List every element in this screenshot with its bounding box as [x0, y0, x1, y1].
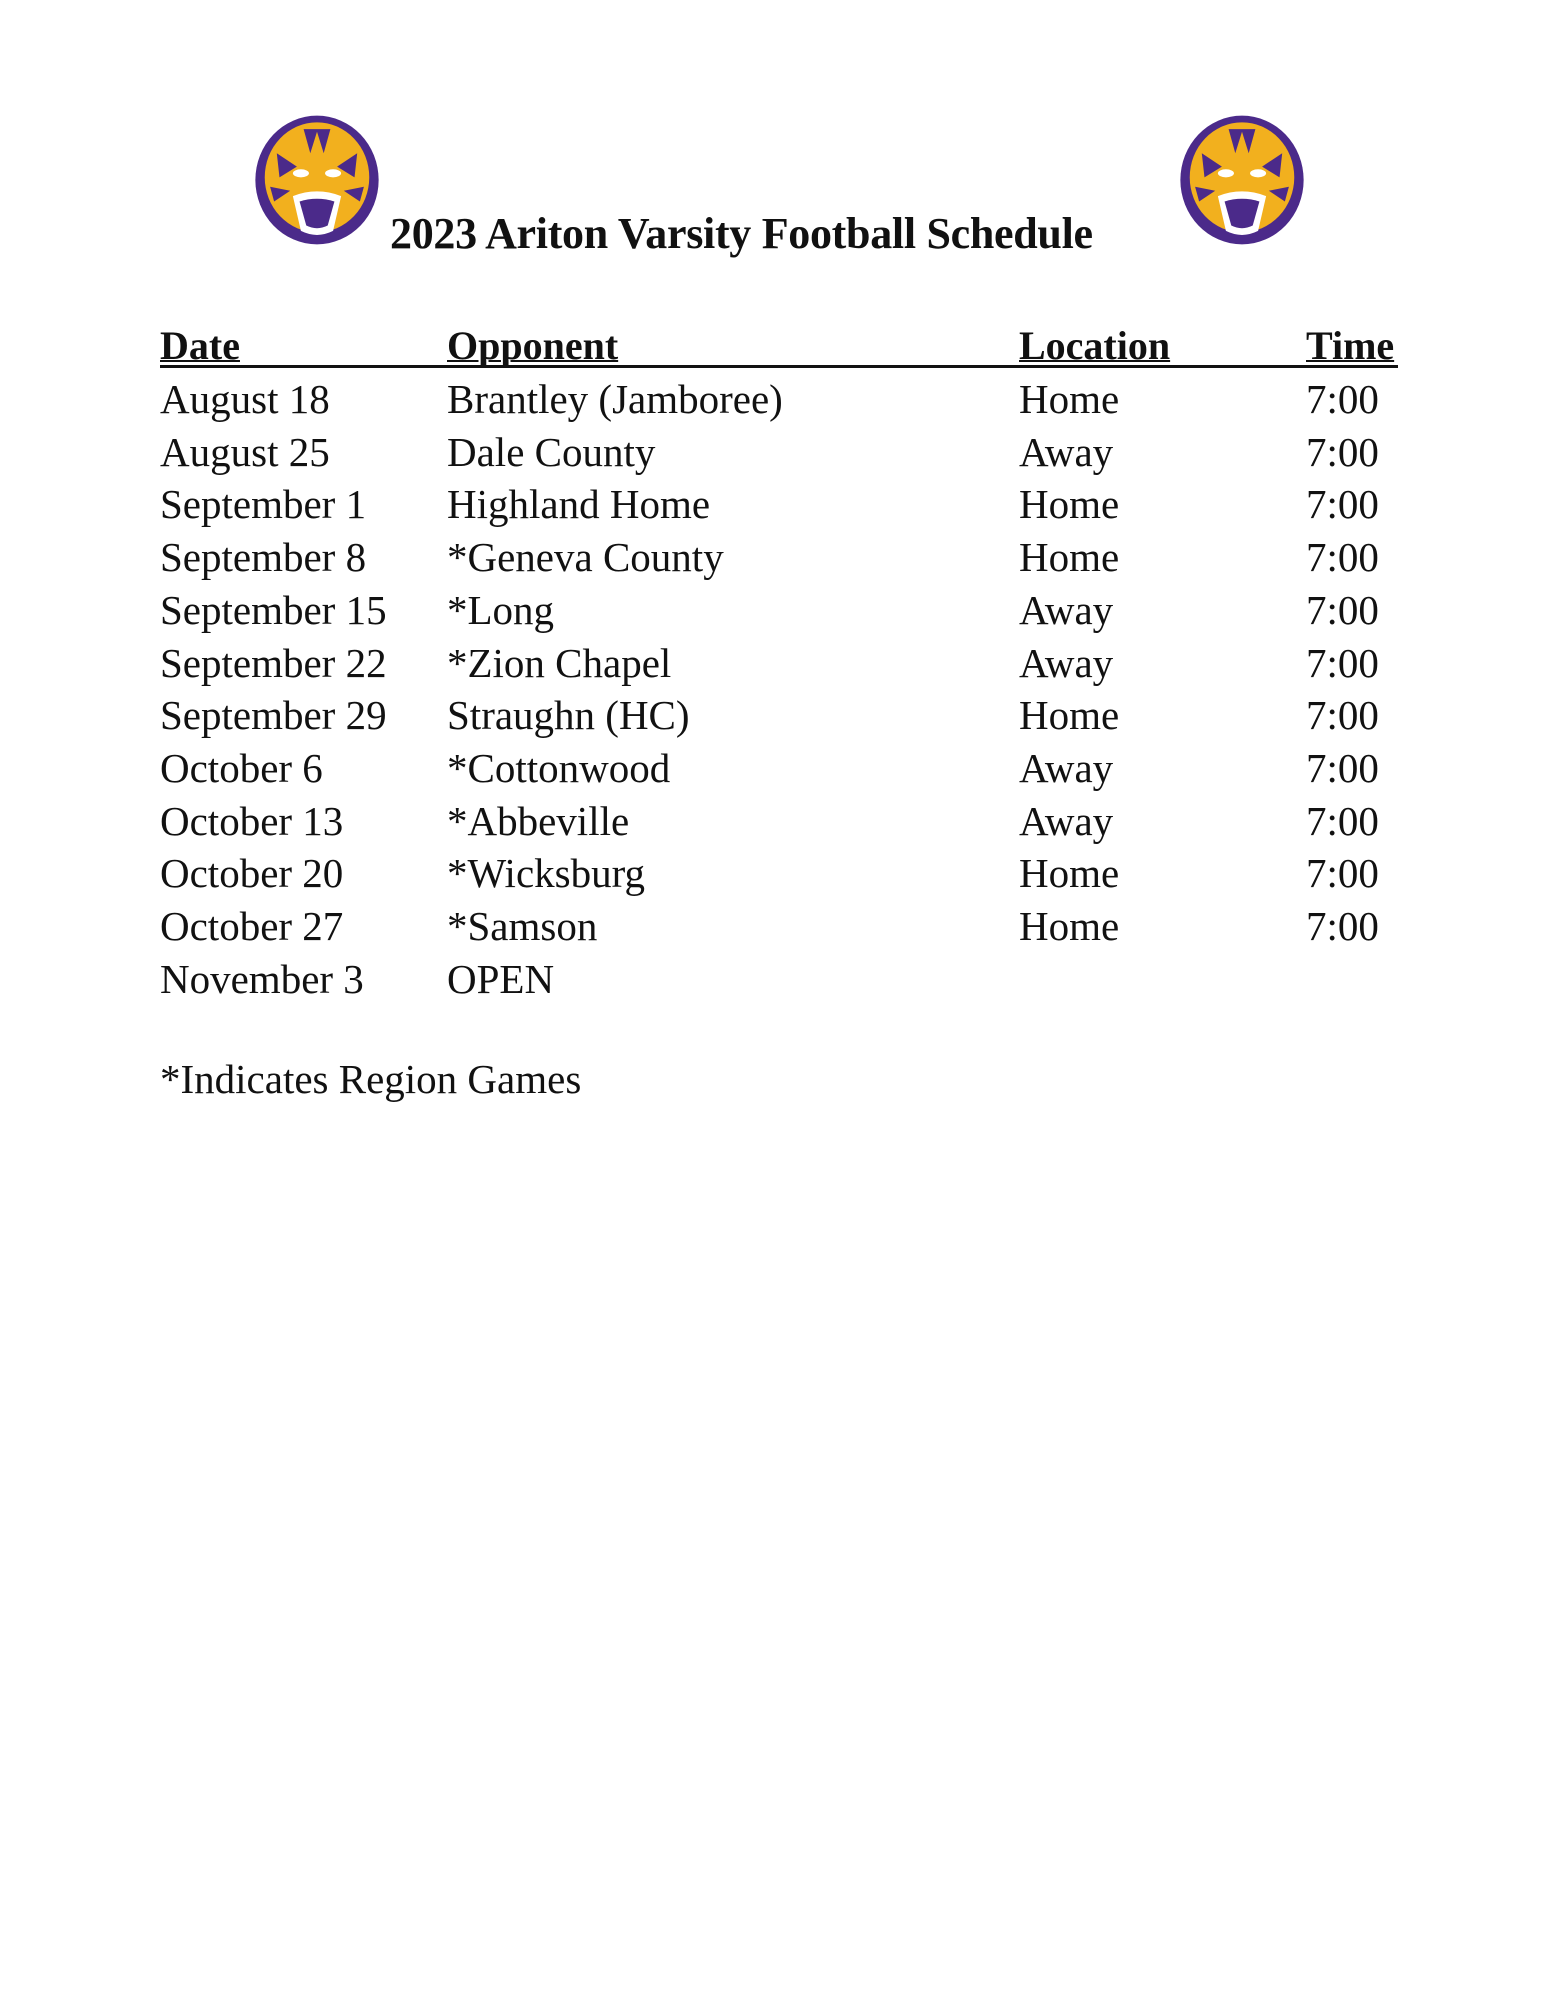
cell-time: 7:00: [1306, 850, 1379, 897]
cell-location: Home: [1019, 850, 1120, 897]
cell-location: Away: [1019, 744, 1114, 791]
cell-date: September 1: [160, 481, 367, 528]
cell-date: September 15: [160, 586, 387, 633]
tiger-logo-left: [255, 115, 379, 245]
cell-time: 7:00: [1306, 903, 1379, 949]
cell-opponent: *Long: [447, 586, 555, 633]
cell-time: 7:00: [1306, 744, 1379, 791]
cell-opponent: OPEN: [447, 955, 555, 1002]
table-row: October 20 *Wicksburg Home 7:00: [0, 849, 1556, 901]
cell-location: Away: [1019, 797, 1114, 844]
table-row: September 1 Highland Home Home 7:00: [0, 480, 1556, 532]
header-location: Location: [1019, 323, 1171, 368]
cell-opponent: *Cottonwood: [447, 744, 671, 791]
cell-date: October 27: [160, 903, 344, 949]
cell-time: 7:00: [1306, 797, 1379, 844]
cell-opponent: *Samson: [447, 903, 598, 949]
cell-location: Home: [1019, 534, 1120, 581]
table-row: September 8 *Geneva County Home 7:00: [0, 533, 1556, 585]
cell-location: Away: [1019, 586, 1114, 633]
cell-date: September 8: [160, 534, 367, 581]
cell-date: September 29: [160, 692, 387, 739]
cell-opponent: Dale County: [447, 428, 656, 475]
table-row: September 22 *Zion Chapel Away 7:00: [0, 639, 1556, 691]
cell-opponent: *Zion Chapel: [447, 639, 672, 686]
cell-time: 7:00: [1306, 586, 1379, 633]
cell-date: November 3: [160, 955, 364, 1002]
table-row: September 15 *Long Away 7:00: [0, 586, 1556, 638]
table-row: November 3 OPEN: [0, 955, 1556, 1007]
cell-time: 7:00: [1306, 428, 1379, 475]
document-title: 2023 Ariton Varsity Football Schedule: [390, 209, 1093, 258]
cell-opponent: Brantley (Jamboree): [447, 376, 783, 422]
cell-date: October 20: [160, 850, 344, 897]
header-rule: [160, 365, 1398, 368]
cell-time: 7:00: [1306, 534, 1379, 581]
cell-opponent: Straughn (HC): [447, 692, 690, 739]
cell-date: August 18: [160, 376, 330, 422]
cell-time: 7:00: [1306, 376, 1379, 422]
table-row: October 27 *Samson Home 7:00: [0, 902, 1556, 954]
cell-location: Home: [1019, 481, 1120, 528]
cell-opponent: *Abbeville: [447, 797, 630, 844]
cell-time: 7:00: [1306, 481, 1379, 528]
cell-location: Away: [1019, 428, 1114, 475]
cell-date: September 22: [160, 639, 387, 686]
cell-time: 7:00: [1306, 692, 1379, 739]
tiger-logo-right: [1180, 115, 1304, 245]
header-time: Time: [1306, 323, 1395, 368]
table-row: September 29 Straughn (HC) Home 7:00: [0, 691, 1556, 743]
cell-opponent: *Wicksburg: [447, 850, 646, 897]
cell-date: October 6: [160, 744, 323, 791]
cell-date: August 25: [160, 428, 330, 475]
cell-opponent: *Geneva County: [447, 534, 724, 581]
header-opponent: Opponent: [447, 323, 619, 368]
cell-location: Home: [1019, 692, 1120, 739]
cell-date: October 13: [160, 797, 344, 844]
table-row: August 18 Brantley (Jamboree) Home 7:00: [0, 375, 1556, 427]
cell-location: Home: [1019, 903, 1120, 949]
cell-time: 7:00: [1306, 639, 1379, 686]
footnote: *Indicates Region Games: [160, 1056, 582, 1102]
table-row: August 25 Dale County Away 7:00: [0, 428, 1556, 480]
table-row: October 13 *Abbeville Away 7:00: [0, 797, 1556, 849]
header-date: Date: [160, 323, 240, 368]
cell-location: Away: [1019, 639, 1114, 686]
cell-opponent: Highland Home: [447, 481, 711, 528]
table-row: October 6 *Cottonwood Away 7:00: [0, 744, 1556, 796]
cell-location: Home: [1019, 376, 1120, 422]
